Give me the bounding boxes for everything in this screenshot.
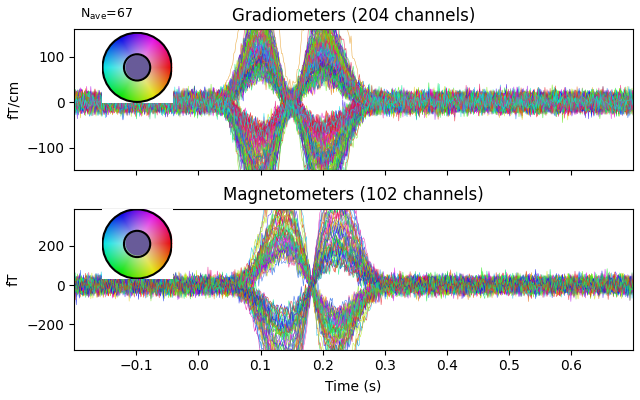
Text: $\mathregular{N_{ave}}$=67: $\mathregular{N_{ave}}$=67 — [80, 7, 133, 22]
Title: Gradiometers (204 channels): Gradiometers (204 channels) — [232, 7, 476, 25]
Y-axis label: fT/cm: fT/cm — [7, 80, 21, 120]
Y-axis label: fT: fT — [7, 272, 21, 286]
Title: Magnetometers (102 channels): Magnetometers (102 channels) — [223, 186, 484, 204]
X-axis label: Time (s): Time (s) — [326, 379, 382, 393]
